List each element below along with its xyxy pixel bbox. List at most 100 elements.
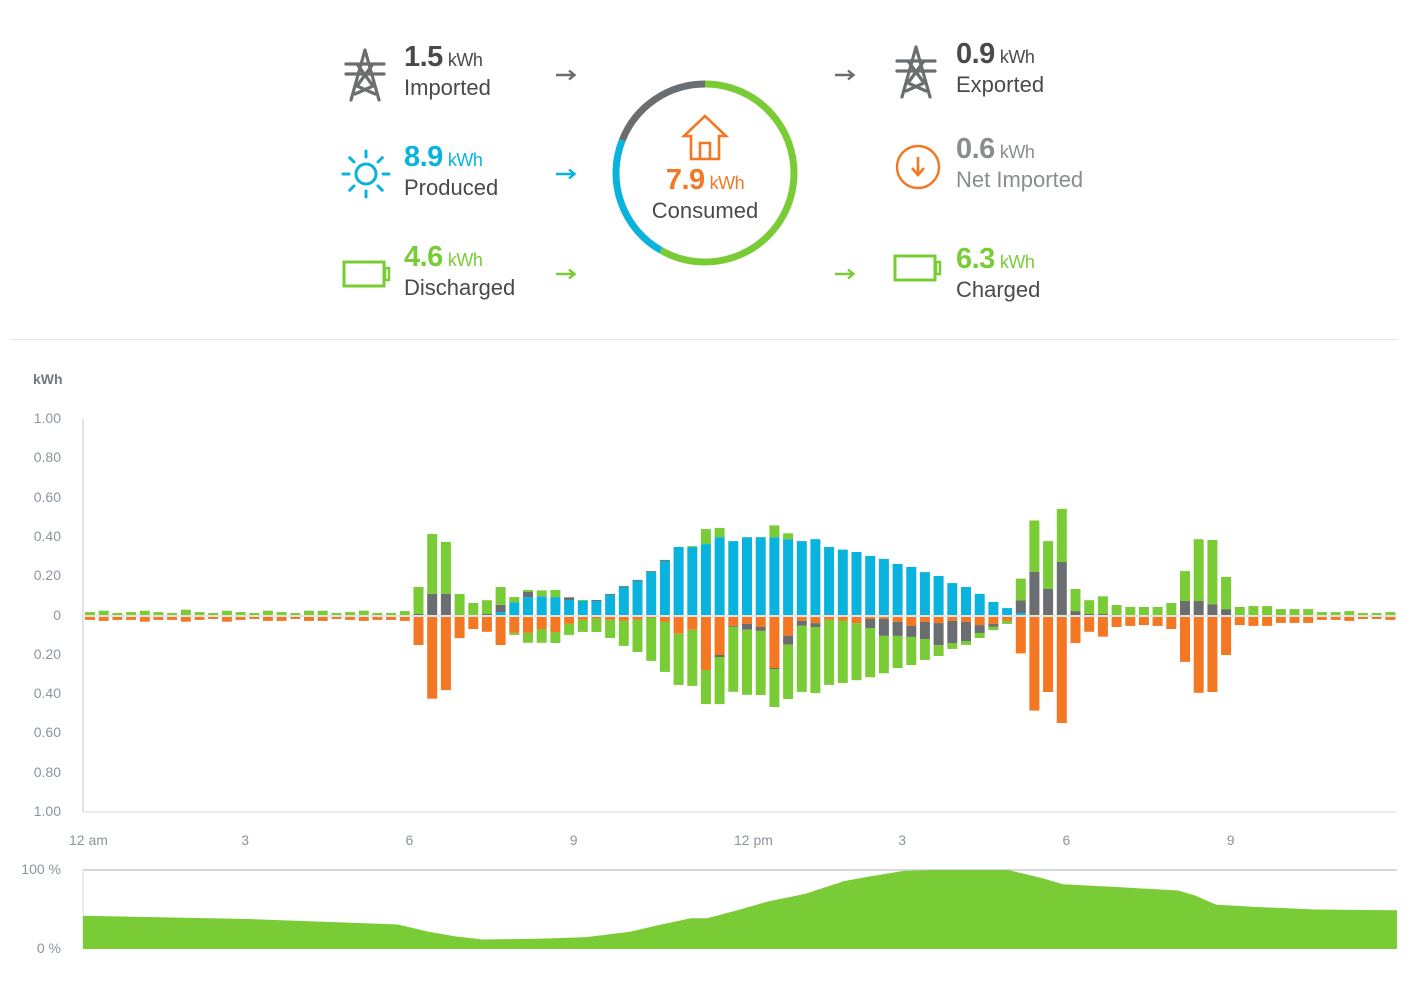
bar-home-consumption	[659, 616, 670, 622]
bar-battery-charge	[742, 629, 752, 695]
charged-unit: kWh	[999, 252, 1035, 272]
bar-home-consumption	[714, 616, 725, 655]
exported-stat: 0.9 kWh Exported	[956, 39, 1044, 98]
bar-solar	[796, 541, 807, 616]
bar-battery-charge	[824, 619, 835, 685]
bar-grid-import	[646, 571, 657, 573]
x-tick-label: 3	[241, 832, 250, 848]
bar-solar	[646, 572, 657, 616]
bar-battery-discharge	[440, 541, 451, 594]
bar-grid-export	[892, 621, 903, 636]
bar-battery-discharge	[386, 613, 397, 616]
x-tick-label: 9	[1226, 832, 1235, 848]
bar-battery-discharge	[372, 613, 383, 616]
bar-battery-discharge	[85, 612, 95, 616]
consumed-stat: 7.9 kWh Consumed	[612, 165, 798, 224]
bar-solar	[755, 537, 766, 616]
bar-solar	[687, 547, 698, 616]
bar-grid-import	[1015, 600, 1026, 613]
arrow-right-icon	[556, 69, 577, 81]
bar-battery-discharge	[358, 610, 369, 616]
bar-grid-import	[1056, 562, 1067, 616]
y-tick-label: 0.20	[33, 645, 61, 662]
net-imported-unit: kWh	[999, 142, 1035, 162]
bar-solar	[1015, 613, 1026, 616]
bar-solar	[618, 587, 629, 616]
charged-value: 6.3	[956, 243, 995, 275]
bar-solar	[919, 572, 930, 616]
y-tick-label: 0.80	[33, 449, 61, 466]
bar-home-consumption	[974, 616, 985, 626]
bar-home-consumption	[1344, 616, 1355, 621]
produced-label: Produced	[404, 175, 499, 200]
bar-home-consumption	[947, 616, 958, 621]
y-tick-label: 1.00	[33, 410, 61, 426]
ring-segment-grid	[619, 80, 706, 142]
bar-battery-discharge	[468, 603, 479, 616]
bar-battery-discharge	[194, 612, 205, 616]
bar-home-consumption	[276, 616, 287, 621]
x-tick-label: 12 am	[69, 832, 108, 848]
bar-home-consumption	[427, 616, 438, 699]
bar-solar	[865, 555, 876, 616]
arrow-right-icon	[835, 69, 856, 81]
bar-battery-discharge	[1056, 508, 1067, 562]
produced-stat: 8.9 kWh Produced	[404, 142, 498, 201]
bar-home-consumption	[1357, 616, 1368, 619]
consumed-unit: kWh	[709, 173, 745, 193]
bar-home-consumption	[878, 616, 889, 619]
y-tick-label: 0.60	[33, 488, 61, 505]
bar-battery-discharge	[208, 613, 219, 616]
bar-battery-charge	[673, 633, 684, 685]
bar-grid-import	[1070, 611, 1081, 616]
arrow-down-circle-icon	[895, 144, 941, 190]
bar-home-consumption	[1029, 616, 1040, 711]
exported-label: Exported	[956, 72, 1045, 97]
bar-battery-charge	[714, 657, 725, 705]
bar-battery-charge	[659, 621, 670, 672]
bar-home-consumption	[933, 616, 944, 624]
x-tick-label: 6	[1062, 832, 1071, 848]
charged-stat: 6.3 kWh Charged	[956, 244, 1040, 303]
bar-solar	[523, 597, 533, 616]
bar-battery-discharge	[454, 593, 465, 616]
battery-icon	[342, 260, 391, 288]
bar-battery-discharge	[1289, 609, 1300, 616]
bar-home-consumption	[180, 616, 191, 622]
bar-battery-discharge	[1221, 577, 1232, 610]
bar-solar	[564, 600, 575, 616]
bar-battery-discharge	[317, 610, 328, 616]
bar-grid-export	[865, 619, 876, 629]
bar-battery-discharge	[331, 613, 342, 616]
bar-home-consumption	[564, 616, 575, 624]
bar-battery-discharge	[180, 609, 191, 616]
bar-battery-charge	[878, 635, 889, 674]
bar-battery-discharge	[112, 613, 123, 616]
bar-battery-discharge	[1303, 609, 1314, 616]
arrow-right-icon	[556, 168, 577, 180]
bar-battery-charge	[796, 625, 807, 692]
bar-home-consumption	[605, 616, 616, 620]
bar-home-consumption	[1289, 616, 1300, 623]
bar-home-consumption	[755, 616, 766, 627]
bar-home-consumption	[783, 616, 794, 636]
bar-grid-export	[755, 627, 766, 631]
bar-battery-discharge	[290, 613, 301, 616]
bar-home-consumption	[85, 616, 95, 620]
bar-solar	[700, 544, 711, 616]
bar-home-consumption	[837, 616, 848, 621]
bar-grid-export	[961, 621, 971, 641]
bar-home-consumption	[961, 616, 971, 622]
bar-battery-discharge	[139, 610, 150, 616]
bar-home-consumption	[98, 616, 109, 621]
bar-home-consumption	[249, 616, 260, 619]
bar-grid-export	[728, 625, 739, 627]
bar-battery-charge	[783, 644, 794, 699]
bar-home-consumption	[824, 616, 835, 620]
bar-battery-charge	[919, 639, 930, 660]
ring-segment-solar	[612, 138, 663, 254]
bar-solar	[632, 580, 643, 616]
bar-battery-discharge	[509, 597, 520, 603]
bar-home-consumption	[440, 616, 451, 691]
bar-home-consumption	[892, 616, 903, 622]
